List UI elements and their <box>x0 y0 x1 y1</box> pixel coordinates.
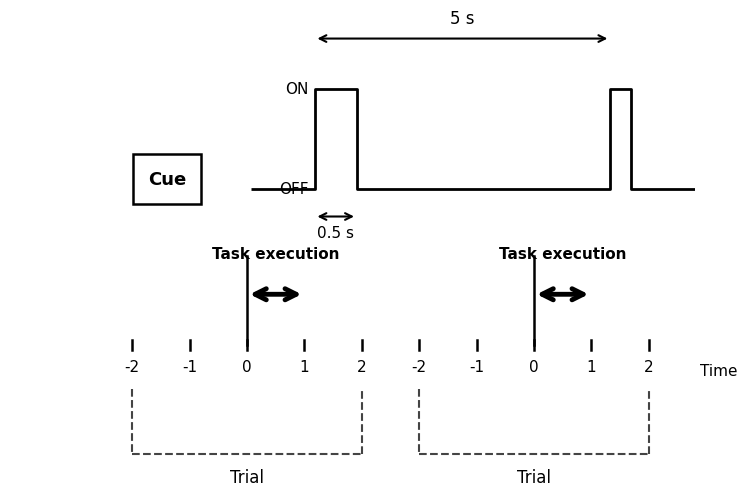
Text: Task execution: Task execution <box>499 247 627 262</box>
Text: Trial: Trial <box>517 468 551 486</box>
Text: Time (s): Time (s) <box>701 363 739 378</box>
Text: 0: 0 <box>529 360 539 374</box>
Text: -2: -2 <box>412 360 426 374</box>
Text: 2: 2 <box>644 360 653 374</box>
Text: 1: 1 <box>587 360 596 374</box>
Text: Trial: Trial <box>230 468 264 486</box>
FancyBboxPatch shape <box>133 154 200 204</box>
Text: 0: 0 <box>242 360 252 374</box>
Text: -1: -1 <box>182 360 197 374</box>
Text: Task execution: Task execution <box>212 247 339 262</box>
Text: 5 s: 5 s <box>450 10 474 27</box>
Text: 1: 1 <box>299 360 309 374</box>
Text: 2: 2 <box>357 360 367 374</box>
Text: 0.5 s: 0.5 s <box>317 225 354 240</box>
Text: Cue: Cue <box>148 170 186 188</box>
Text: -1: -1 <box>469 360 484 374</box>
Text: -2: -2 <box>125 360 140 374</box>
Text: OFF: OFF <box>279 182 308 197</box>
Text: ON: ON <box>285 82 308 97</box>
